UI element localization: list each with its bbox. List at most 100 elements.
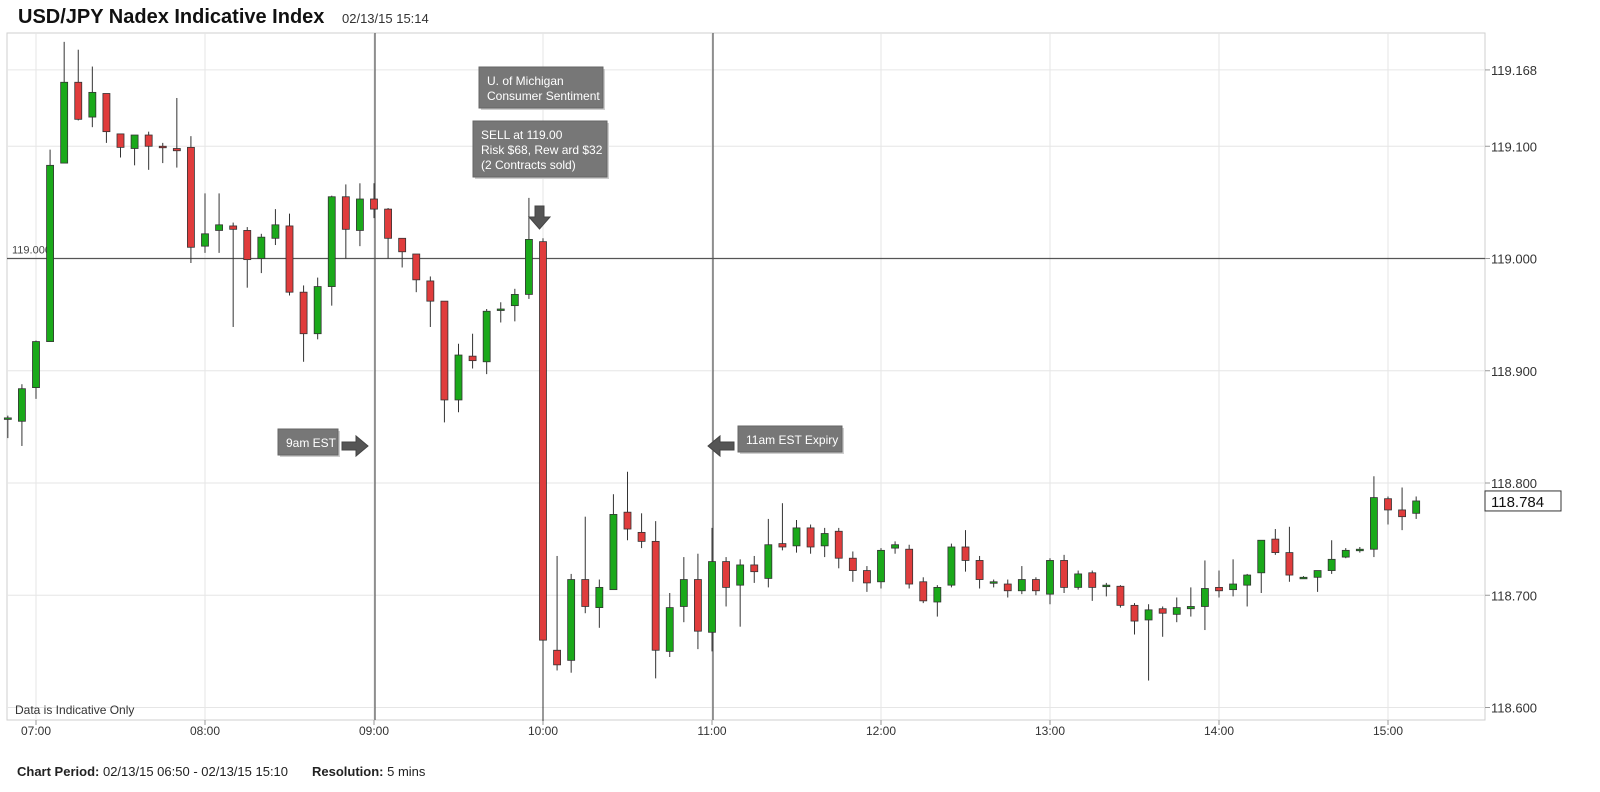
- candle-body: [1144, 609, 1153, 621]
- candle-body: [1398, 509, 1406, 518]
- candle-body: [820, 533, 829, 547]
- resolution-value: 5 mins: [387, 764, 426, 779]
- candle-body: [1060, 560, 1068, 588]
- x-tick-label: 11:00: [697, 724, 726, 738]
- candle-body: [1299, 576, 1308, 580]
- candle-body: [1032, 579, 1040, 592]
- y-tick-label: 118.600: [1491, 701, 1537, 716]
- candle-body: [1116, 585, 1125, 606]
- chart-period-value: 02/13/15 06:50 - 02/13/15 15:10: [102, 764, 289, 779]
- candle-body: [525, 239, 533, 295]
- candle-body: [229, 225, 238, 230]
- candle-body: [834, 530, 843, 559]
- candle-body: [370, 198, 378, 210]
- candle-body: [1271, 538, 1280, 553]
- y-tick-label: 119.168: [1491, 63, 1537, 78]
- candle-body: [32, 341, 40, 388]
- candle-body: [567, 579, 576, 661]
- candle-body: [792, 527, 801, 547]
- current-price-label: 118.784: [1491, 494, 1544, 511]
- candle-body: [595, 586, 604, 608]
- x-tick-label: 13:00: [1035, 724, 1065, 738]
- candle-body: [60, 81, 69, 164]
- annotation-9am: [277, 428, 339, 456]
- candle-body: [130, 134, 139, 149]
- candle-body: [581, 579, 590, 607]
- candle-body: [1088, 572, 1097, 588]
- current-price-tag: [1484, 490, 1562, 512]
- candle-body: [215, 224, 223, 231]
- candle-body: [1046, 560, 1054, 595]
- annotation-11am-text: 11am EST Expiry: [746, 433, 838, 447]
- candle-body: [412, 253, 421, 281]
- candle-body: [158, 145, 167, 149]
- candle-body: [694, 579, 702, 632]
- candle-body: [144, 134, 153, 147]
- candle-body: [905, 548, 914, 585]
- candle-body: [1102, 584, 1111, 588]
- candle-body: [764, 544, 773, 579]
- candle-body: [1215, 586, 1223, 592]
- candle-body: [356, 198, 364, 231]
- candle-body: [1243, 574, 1252, 586]
- candle-body: [778, 543, 787, 548]
- candle-body: [947, 546, 956, 586]
- candle-body: [327, 196, 336, 287]
- candle-body: [1158, 608, 1167, 614]
- x-tick-label: 10:00: [528, 724, 558, 738]
- level-line-label: 119.000: [12, 245, 51, 257]
- candle-body: [722, 561, 730, 588]
- candle-body: [539, 241, 547, 641]
- candle-body: [1229, 583, 1237, 591]
- down-arrow-icon: [527, 205, 552, 230]
- x-tick-label: 12:00: [866, 724, 896, 738]
- candle-body: [863, 570, 871, 584]
- candle-body: [454, 354, 463, 401]
- candle-body: [496, 308, 505, 311]
- candle-body: [116, 133, 125, 148]
- candle-body: [961, 546, 970, 561]
- annotation-sell-text: Risk $68, Rew ard $32: [481, 143, 603, 157]
- candle-body: [750, 564, 759, 573]
- candle-body: [1186, 606, 1195, 610]
- candle-body: [1313, 570, 1322, 578]
- candle-body: [1074, 573, 1083, 588]
- candle-body: [468, 355, 477, 362]
- candle-body: [313, 286, 322, 335]
- candle-body: [806, 527, 815, 548]
- candle-body: [1003, 583, 1012, 592]
- right-arrow-icon: [341, 434, 369, 458]
- candle-body: [187, 146, 195, 248]
- annotation-michigan: [478, 66, 604, 109]
- candle-body: [1257, 539, 1266, 574]
- candle-body: [1327, 558, 1336, 571]
- chart-period-label: Chart Period:: [17, 764, 100, 779]
- candle-body: [1130, 604, 1139, 622]
- candle-body: [891, 544, 899, 549]
- candle-body: [341, 196, 350, 230]
- annotation-11am: [737, 425, 843, 453]
- candle-body: [919, 581, 928, 602]
- left-arrow-icon: [707, 434, 735, 458]
- candle-body: [299, 291, 308, 335]
- y-tick-label: 118.900: [1491, 364, 1537, 379]
- candle-body: [510, 294, 519, 307]
- y-tick-label: 119.100: [1491, 139, 1537, 154]
- annotation-michigan-text: U. of Michigan: [487, 74, 564, 88]
- candle-body: [877, 549, 885, 583]
- annotation-sell-text: SELL at 119.00: [481, 128, 563, 142]
- x-tick-label: 07:00: [21, 724, 51, 738]
- chart-timestamp: 02/13/15 15:14: [342, 11, 429, 26]
- candle-body: [46, 164, 54, 342]
- annotation-9am-text: 9am EST: [286, 436, 337, 450]
- candle-body: [609, 514, 618, 591]
- candle-body: [482, 310, 491, 363]
- chart-title: USD/JPY Nadex Indicative Index: [18, 6, 325, 28]
- candle-body: [1384, 498, 1392, 511]
- candle-body: [665, 607, 674, 652]
- annotation-sell-text: (2 Contracts sold): [481, 158, 576, 172]
- candle-body: [679, 579, 688, 607]
- candle-body: [933, 586, 942, 603]
- x-tick-label: 15:00: [1373, 724, 1403, 738]
